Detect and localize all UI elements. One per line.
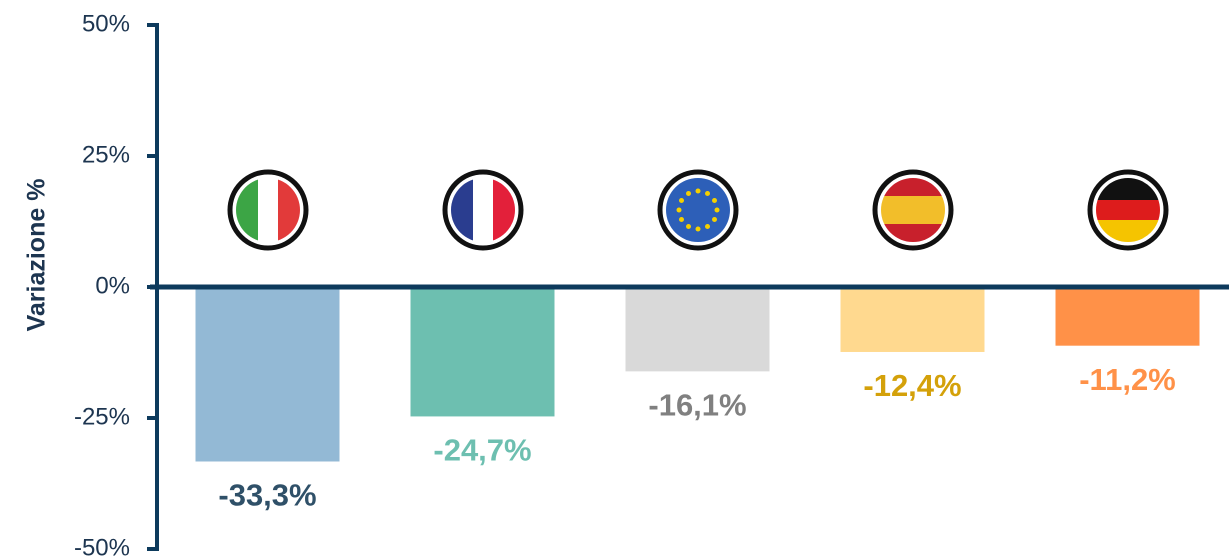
bar (410, 287, 555, 417)
flag-italy (227, 169, 309, 251)
value-label: -33,3% (218, 478, 316, 513)
flag-eu (657, 169, 739, 251)
flag-germany (1087, 169, 1169, 251)
bar (195, 287, 340, 462)
bar (840, 287, 985, 352)
y-axis-label: Variazione % (23, 179, 51, 332)
value-label: -24,7% (433, 433, 531, 468)
y-tick-label: -25% (74, 403, 130, 430)
flag-france (442, 169, 524, 251)
y-tick-label: 0% (95, 272, 130, 299)
value-label: -11,2% (1079, 362, 1176, 397)
bar (625, 287, 770, 372)
y-tick-label: 25% (82, 141, 130, 168)
y-tick-label: -50% (74, 534, 130, 559)
value-label: -12,4% (863, 368, 961, 403)
flag-spain (872, 169, 954, 251)
y-tick-label: 50% (82, 10, 130, 37)
value-label: -16,1% (648, 388, 746, 423)
bar (1055, 287, 1200, 346)
